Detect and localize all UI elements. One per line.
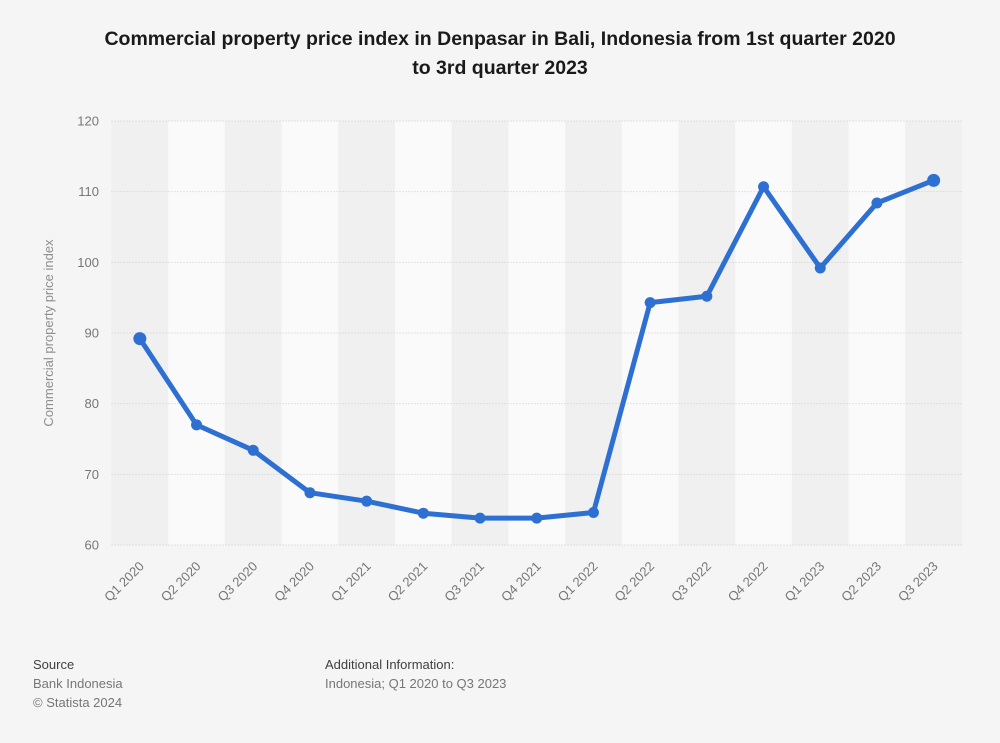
x-tick-label: Q2 2020: [158, 559, 204, 605]
data-point[interactable]: [758, 181, 770, 193]
x-tick-label: Q2 2023: [838, 559, 884, 605]
additional-info-block: Additional Information: Indonesia; Q1 20…: [325, 655, 506, 693]
plot-band: [168, 121, 225, 545]
y-tick-label: 120: [77, 114, 99, 129]
x-tick-label: Q2 2022: [611, 559, 657, 605]
data-point[interactable]: [474, 512, 486, 524]
y-tick-label: 90: [85, 326, 99, 341]
data-point[interactable]: [304, 487, 316, 499]
x-tick-label: Q4 2020: [271, 559, 317, 605]
x-tick-label: Q3 2023: [895, 559, 941, 605]
data-point[interactable]: [587, 506, 599, 518]
source-name: Bank Indonesia: [33, 676, 123, 691]
additional-info-label: Additional Information:: [325, 657, 455, 672]
x-tick-label: Q1 2023: [781, 559, 827, 605]
data-point[interactable]: [927, 173, 941, 187]
x-tick-label: Q4 2021: [498, 559, 544, 605]
y-tick-label: 110: [78, 184, 99, 199]
source-block: Source Bank Indonesia © Statista 2024: [33, 655, 123, 712]
x-tick-label: Q3 2022: [668, 559, 714, 605]
data-point[interactable]: [871, 197, 883, 209]
x-tick-label: Q1 2020: [101, 559, 147, 605]
data-point[interactable]: [644, 297, 656, 309]
chart-title-line-2: to 3rd quarter 2023: [412, 57, 588, 79]
data-point[interactable]: [361, 495, 373, 507]
y-tick-label: 60: [85, 538, 99, 553]
x-tick-label: Q4 2022: [725, 559, 771, 605]
data-point[interactable]: [247, 444, 259, 456]
data-point[interactable]: [417, 507, 429, 519]
plot-band: [395, 121, 452, 545]
data-point[interactable]: [701, 290, 713, 302]
data-point[interactable]: [814, 262, 826, 274]
data-point[interactable]: [531, 512, 543, 524]
y-tick-label: 80: [85, 396, 99, 411]
additional-info-text: Indonesia; Q1 2020 to Q3 2023: [325, 676, 507, 691]
y-tick-label: 100: [77, 255, 99, 270]
plot-band: [565, 121, 622, 545]
chart-title-line-1: Commercial property price index in Denpa…: [104, 28, 896, 50]
x-tick-label: Q1 2022: [555, 559, 601, 605]
data-point[interactable]: [133, 332, 147, 346]
data-point[interactable]: [191, 419, 203, 431]
x-tick-label: Q3 2020: [214, 559, 260, 605]
source-label: Source: [33, 657, 75, 672]
x-tick-label: Q2 2021: [385, 559, 431, 605]
y-axis-title: Commercial property price index: [41, 239, 56, 427]
chart-title: Commercial property price index in Denpa…: [0, 25, 1000, 83]
y-tick-label: 70: [85, 467, 99, 482]
x-tick-label: Q3 2021: [441, 559, 487, 605]
copyright-text: © Statista 2024: [33, 695, 123, 710]
x-tick-label: Q1 2021: [328, 559, 374, 605]
